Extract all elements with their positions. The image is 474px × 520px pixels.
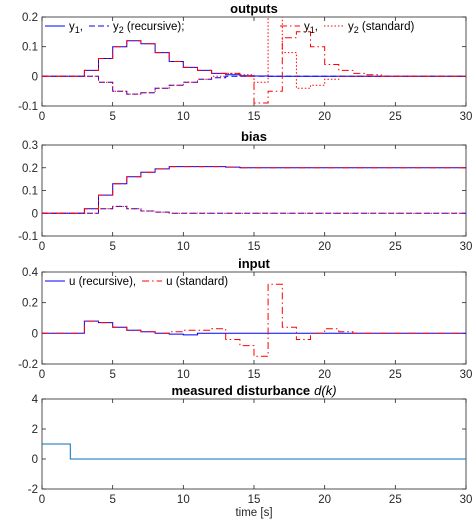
x-tick-label: 5 xyxy=(109,111,115,123)
x-tick-label: 5 xyxy=(109,369,115,381)
y-tick-label: 0 xyxy=(32,71,38,83)
y-tick-label: 0.2 xyxy=(22,12,38,24)
plot-area xyxy=(41,398,467,490)
chart-title: bias xyxy=(241,129,267,144)
x-tick-label: 30 xyxy=(460,494,473,506)
legend: u (recursive), u (standard) xyxy=(45,276,228,288)
legend-label: y1, xyxy=(69,21,83,35)
x-tick-label: 30 xyxy=(460,369,473,381)
series-line-1 xyxy=(42,75,466,95)
x-tick-label: 20 xyxy=(318,241,331,253)
x-tick-label: 20 xyxy=(318,111,331,123)
y-tick-label: 0.2 xyxy=(22,163,38,175)
x-axis-label: time [s] xyxy=(235,507,272,519)
y-tick-label: 0 xyxy=(32,328,38,340)
y-tick-label: 0.3 xyxy=(22,140,38,152)
x-tick-label: 20 xyxy=(318,369,331,381)
y-tick-label: 0 xyxy=(32,454,38,466)
x-tick-label: 30 xyxy=(460,111,473,123)
legend: y1, y2 (recursive); y1, y2 (standard) xyxy=(45,21,415,35)
x-tick-label: 25 xyxy=(389,494,402,506)
series-line-0 xyxy=(42,443,466,460)
x-tick-label: 15 xyxy=(248,241,261,253)
y-tick-label: 2 xyxy=(32,424,38,436)
x-tick-label: 0 xyxy=(39,369,45,381)
x-tick-label: 15 xyxy=(248,369,261,381)
x-tick-label: 0 xyxy=(39,241,45,253)
series-line-3 xyxy=(42,17,466,95)
x-tick-label: 10 xyxy=(177,111,190,123)
y-tick-label: 4 xyxy=(32,394,39,406)
y-tick-label: -2 xyxy=(28,484,38,496)
y-tick-label: 0 xyxy=(32,208,38,220)
legend-label: u (recursive), xyxy=(69,276,136,288)
x-tick-label: 10 xyxy=(177,494,190,506)
y-tick-label: 0.2 xyxy=(22,298,38,310)
chart-title: input xyxy=(238,256,270,271)
chart-title: measured disturbance d(k) xyxy=(171,383,336,398)
x-tick-label: 5 xyxy=(109,241,115,253)
y-tick-label: -0.1 xyxy=(18,231,38,243)
chart-title: outputs xyxy=(230,1,278,16)
plot-area xyxy=(41,144,467,237)
x-tick-label: 25 xyxy=(389,111,402,123)
x-tick-label: 0 xyxy=(39,494,45,506)
x-tick-label: 5 xyxy=(109,494,115,506)
x-tick-label: 25 xyxy=(389,369,402,381)
legend-label: y2 (standard) xyxy=(348,21,415,35)
legend-label: y2 (recursive); xyxy=(113,21,184,35)
x-tick-label: 30 xyxy=(460,241,473,253)
x-tick-label: 10 xyxy=(177,369,190,381)
y-tick-label: 0.1 xyxy=(22,186,38,198)
chart-title-suffix: d(k) xyxy=(314,383,336,398)
series-line-0 xyxy=(42,166,466,214)
x-tick-label: 10 xyxy=(177,241,190,253)
x-tick-label: 15 xyxy=(248,494,261,506)
y-tick-label: 0.4 xyxy=(22,267,39,279)
y-tick-label: -0.2 xyxy=(18,359,38,371)
series-line-2 xyxy=(42,31,466,104)
x-tick-label: 0 xyxy=(39,111,45,123)
plot-area xyxy=(41,271,467,365)
x-tick-label: 15 xyxy=(248,111,261,123)
x-tick-label: 25 xyxy=(389,241,402,253)
series-line-1 xyxy=(42,283,466,357)
y-tick-label: -0.1 xyxy=(18,101,38,113)
y-tick-label: 0.1 xyxy=(22,42,38,54)
series-line-3 xyxy=(42,205,466,214)
x-tick-label: 20 xyxy=(318,494,331,506)
legend-label: u (standard) xyxy=(166,276,228,288)
legend-label: y1, xyxy=(304,21,318,35)
